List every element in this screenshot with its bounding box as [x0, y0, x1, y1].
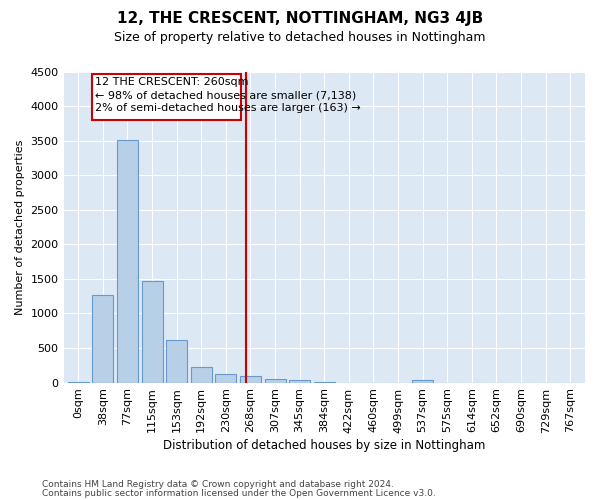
Bar — [412, 380, 433, 382]
Text: 2% of semi-detached houses are larger (163) →: 2% of semi-detached houses are larger (1… — [95, 102, 361, 113]
FancyBboxPatch shape — [92, 74, 241, 120]
Y-axis label: Number of detached properties: Number of detached properties — [15, 140, 25, 314]
Bar — [215, 374, 236, 382]
X-axis label: Distribution of detached houses by size in Nottingham: Distribution of detached houses by size … — [163, 440, 485, 452]
Text: Contains public sector information licensed under the Open Government Licence v3: Contains public sector information licen… — [42, 489, 436, 498]
Text: Contains HM Land Registry data © Crown copyright and database right 2024.: Contains HM Land Registry data © Crown c… — [42, 480, 394, 489]
Text: 12, THE CRESCENT, NOTTINGHAM, NG3 4JB: 12, THE CRESCENT, NOTTINGHAM, NG3 4JB — [117, 12, 483, 26]
Text: ← 98% of detached houses are smaller (7,138): ← 98% of detached houses are smaller (7,… — [95, 90, 356, 100]
Bar — [289, 380, 310, 382]
Bar — [142, 282, 163, 382]
Bar — [240, 376, 261, 382]
Bar — [166, 340, 187, 382]
Bar — [117, 140, 138, 382]
Bar — [265, 379, 286, 382]
Bar — [92, 295, 113, 382]
Text: 12 THE CRESCENT: 260sqm: 12 THE CRESCENT: 260sqm — [95, 78, 248, 88]
Text: Size of property relative to detached houses in Nottingham: Size of property relative to detached ho… — [114, 31, 486, 44]
Bar — [191, 368, 212, 382]
